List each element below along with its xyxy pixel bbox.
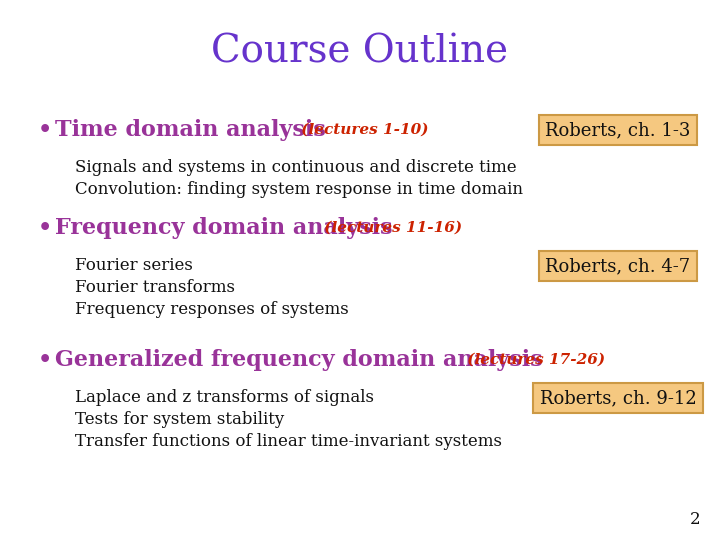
- Text: Roberts, ch. 9-12: Roberts, ch. 9-12: [539, 389, 696, 407]
- Text: (lectures 11-16): (lectures 11-16): [319, 221, 462, 235]
- Text: Transfer functions of linear time-invariant systems: Transfer functions of linear time-invari…: [75, 434, 502, 450]
- Text: Fourier transforms: Fourier transforms: [75, 280, 235, 296]
- Text: (lectures 17-26): (lectures 17-26): [462, 353, 605, 367]
- Text: •: •: [38, 217, 53, 239]
- Text: Course Outline: Course Outline: [212, 33, 508, 71]
- Text: Laplace and z transforms of signals: Laplace and z transforms of signals: [75, 389, 374, 407]
- Text: 2: 2: [689, 511, 700, 529]
- Text: (lectures 1-10): (lectures 1-10): [296, 123, 428, 137]
- Text: Frequency responses of systems: Frequency responses of systems: [75, 301, 348, 319]
- Text: Frequency domain analysis: Frequency domain analysis: [55, 217, 392, 239]
- Text: •: •: [38, 119, 53, 141]
- Text: •: •: [38, 349, 53, 371]
- Text: Tests for system stability: Tests for system stability: [75, 411, 284, 429]
- Text: Roberts, ch. 1-3: Roberts, ch. 1-3: [545, 121, 690, 139]
- Text: Roberts, ch. 4-7: Roberts, ch. 4-7: [546, 257, 690, 275]
- Text: Fourier series: Fourier series: [75, 258, 193, 274]
- Text: Convolution: finding system response in time domain: Convolution: finding system response in …: [75, 181, 523, 199]
- Text: Generalized frequency domain analysis: Generalized frequency domain analysis: [55, 349, 543, 371]
- Text: Time domain analysis: Time domain analysis: [55, 119, 325, 141]
- Text: Signals and systems in continuous and discrete time: Signals and systems in continuous and di…: [75, 159, 517, 177]
